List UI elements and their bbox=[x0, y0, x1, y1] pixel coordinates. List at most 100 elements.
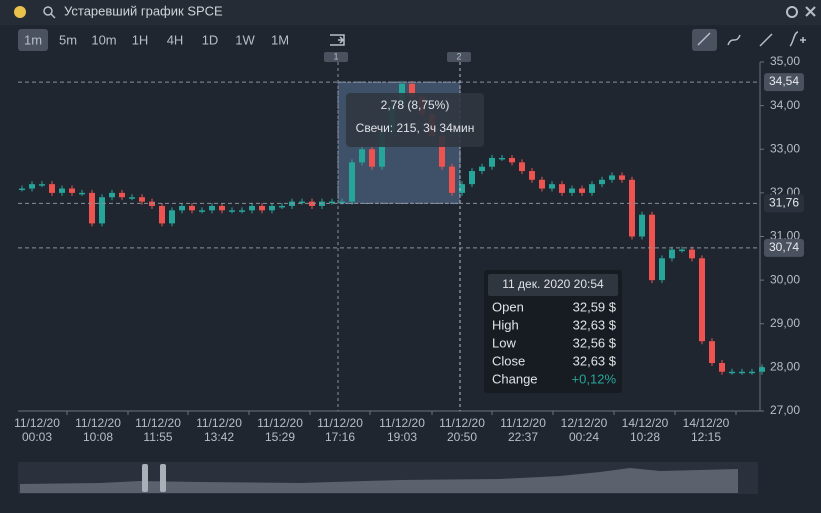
candle bbox=[609, 175, 615, 180]
price-tag-label: 31,76 bbox=[769, 196, 799, 210]
navigator-handle[interactable] bbox=[160, 464, 166, 492]
interval-button[interactable]: 5m bbox=[59, 32, 77, 47]
y-tick-label: 33,00 bbox=[770, 141, 800, 155]
candle bbox=[739, 371, 745, 374]
candle bbox=[259, 205, 265, 211]
marker bbox=[324, 52, 348, 62]
y-tick-label: 34,00 bbox=[770, 98, 800, 112]
x-tick-label: 10:08 bbox=[83, 430, 113, 444]
info-value: +0,12% bbox=[572, 371, 617, 386]
tool-icons[interactable] bbox=[697, 31, 806, 47]
candle bbox=[229, 210, 235, 212]
candle bbox=[129, 197, 135, 199]
x-tick-label: 20:50 bbox=[447, 430, 477, 444]
candle bbox=[19, 188, 25, 191]
x-tick-label: 00:24 bbox=[569, 430, 599, 444]
x-tick-label: 11:55 bbox=[143, 430, 172, 444]
candle bbox=[379, 131, 385, 167]
candle bbox=[729, 371, 735, 374]
candle bbox=[99, 197, 105, 224]
info-value: 32,59 $ bbox=[573, 299, 617, 314]
candle bbox=[709, 341, 715, 364]
interval-active bbox=[18, 29, 48, 51]
candle bbox=[759, 367, 765, 372]
info-label: High bbox=[492, 317, 519, 332]
price-tag bbox=[764, 238, 804, 257]
x-tick-label: 12/12/20 bbox=[561, 416, 608, 430]
candle bbox=[409, 83, 415, 97]
goto-icon[interactable] bbox=[330, 34, 345, 46]
interval-button[interactable]: 10m bbox=[91, 32, 116, 47]
info-box bbox=[484, 270, 622, 393]
marker-label: 1 bbox=[333, 51, 338, 61]
y-tick-label: 27,00 bbox=[770, 403, 800, 417]
candle bbox=[689, 249, 695, 259]
candle bbox=[529, 171, 535, 180]
y-tick-label: 35,00 bbox=[770, 54, 800, 68]
candle bbox=[349, 162, 355, 202]
x-tick-label: 22:37 bbox=[508, 430, 538, 444]
candle bbox=[139, 197, 145, 202]
candle bbox=[549, 184, 555, 189]
x-tick-label: 15:29 bbox=[265, 430, 295, 444]
x-tick-label: 11/12/20 bbox=[257, 416, 303, 430]
y-tick-label: 29,00 bbox=[770, 316, 800, 330]
x-tick-label: 19:03 bbox=[387, 430, 417, 444]
x-tick-label: 11/12/20 bbox=[14, 416, 60, 430]
candle bbox=[209, 205, 215, 211]
candle bbox=[569, 188, 575, 193]
candle bbox=[169, 210, 175, 224]
navigator-area bbox=[20, 468, 738, 493]
candle bbox=[219, 205, 225, 211]
candle bbox=[159, 205, 165, 224]
marker-label: 2 bbox=[456, 51, 461, 61]
info-value: 32,56 $ bbox=[573, 335, 617, 350]
interval-button[interactable]: 1M bbox=[271, 32, 289, 47]
interval-button[interactable]: 1D bbox=[202, 32, 219, 47]
x-tick-label: 11/12/20 bbox=[500, 416, 546, 430]
candle bbox=[679, 249, 685, 252]
x-tick-label: 00:03 bbox=[22, 430, 52, 444]
title-bar bbox=[0, 0, 821, 25]
info-value: 32,63 $ bbox=[573, 317, 617, 332]
x-tick-label: 11/12/20 bbox=[75, 416, 121, 430]
candle bbox=[629, 179, 635, 237]
candle bbox=[79, 192, 85, 195]
info-label: Change bbox=[492, 371, 538, 386]
close-icon[interactable] bbox=[805, 6, 816, 17]
window-dot[interactable] bbox=[14, 6, 26, 18]
x-tick-label: 14/12/20 bbox=[622, 416, 669, 430]
x-tick-label: 10:28 bbox=[630, 430, 660, 444]
tool-active[interactable] bbox=[692, 29, 717, 51]
candle bbox=[449, 166, 455, 193]
candle bbox=[439, 136, 445, 167]
info-value: 32,63 $ bbox=[573, 353, 617, 368]
marker bbox=[447, 52, 471, 62]
settings-icon[interactable] bbox=[786, 6, 798, 18]
x-tick-label: 17:16 bbox=[325, 430, 355, 444]
navigator-handle[interactable] bbox=[142, 464, 148, 492]
candle bbox=[469, 171, 475, 185]
x-tick-label: 11/12/20 bbox=[196, 416, 242, 430]
y-tick-label: 30,00 bbox=[770, 272, 800, 286]
candle bbox=[299, 201, 305, 204]
candle bbox=[699, 258, 705, 342]
candle bbox=[539, 179, 545, 189]
candle bbox=[179, 205, 185, 211]
info-header bbox=[488, 274, 618, 296]
window-title: Устаревший график SPCE bbox=[64, 3, 223, 18]
interval-button[interactable]: 1H bbox=[132, 32, 149, 47]
search-icon[interactable] bbox=[43, 6, 53, 16]
candle bbox=[749, 371, 755, 374]
x-tick-label: 11/12/20 bbox=[317, 416, 363, 430]
candle bbox=[249, 205, 255, 211]
interval-button[interactable]: 4H bbox=[167, 32, 184, 47]
candle bbox=[519, 162, 525, 172]
measure-candles: Свечи: 215, 3ч 34мин bbox=[356, 121, 475, 135]
candle bbox=[39, 184, 45, 186]
interval-button[interactable]: 1m bbox=[24, 32, 42, 47]
measure-tooltip bbox=[346, 93, 484, 147]
info-date: 11 дек. 2020 20:54 bbox=[502, 277, 604, 291]
interval-button[interactable]: 1W bbox=[235, 32, 255, 47]
